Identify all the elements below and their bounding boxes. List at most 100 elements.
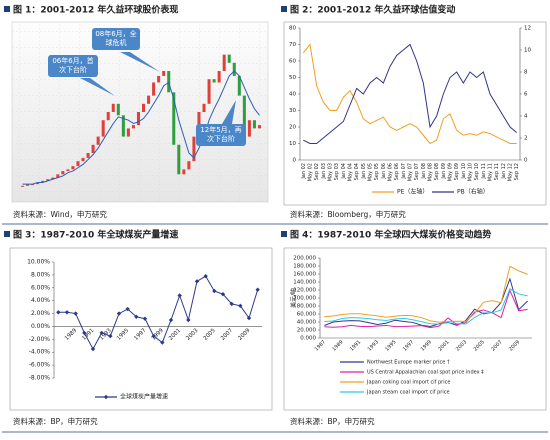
candle (21, 185, 25, 187)
annotation: 06年6月，首次下台阶 (48, 55, 98, 77)
series-line (324, 265, 528, 323)
x-tick-label: Sep 07 (414, 163, 420, 180)
x-tick-label: 1999 (420, 339, 433, 352)
tick-label: 60.000 (297, 312, 317, 318)
candle (121, 115, 125, 137)
x-tick-label: Jan 08 (421, 163, 427, 180)
candle (232, 62, 236, 76)
candle (56, 174, 60, 178)
source-note: 资料来源：Bloomberg，申万研究 (290, 209, 406, 219)
legend-marker (103, 394, 109, 400)
tick-label: 180.000 (293, 264, 316, 270)
x-tick-label: 1995 (384, 339, 397, 352)
x-tick-label: 2005 (203, 327, 217, 341)
tick-label: 40 (289, 92, 296, 98)
panel-title: 图 1：2001-2012 年久益环球股价表现 (13, 4, 178, 16)
candle (157, 75, 161, 83)
legend-label: US Central Appalachian coal spot price i… (367, 370, 484, 376)
x-tick-label: 1997 (402, 339, 415, 352)
tick-label: -4.00% (29, 349, 51, 356)
candle (61, 171, 65, 175)
x-tick-label: May 05 (368, 163, 374, 181)
x-tick-label: 2003 (455, 339, 468, 352)
x-tick-label: 2007 (490, 339, 503, 352)
x-tick-label: May 06 (388, 163, 394, 181)
tick-label: 4.00% (31, 297, 50, 304)
candle (101, 120, 105, 137)
x-tick-label: 2009 (508, 339, 521, 352)
candle (237, 75, 241, 96)
x-tick-label: 1997 (133, 327, 147, 341)
series-line (302, 43, 517, 145)
tick-label: 10 (289, 141, 296, 147)
candle (71, 166, 75, 170)
tick-label: 0.000 (300, 336, 316, 342)
x-tick-label: Jan 04 (341, 163, 347, 180)
tick-label: 20 (289, 125, 296, 131)
legend-label: PB（右轴） (457, 188, 489, 196)
candle (217, 71, 221, 83)
candle (242, 95, 246, 137)
tick-label: 80 (289, 26, 296, 32)
x-tick-label: Jan 05 (361, 163, 367, 180)
x-tick-label: May 12 (508, 163, 514, 181)
candle (136, 112, 140, 126)
x-tick-label: Jan 12 (501, 163, 507, 180)
x-tick-label: Sep 05 (374, 163, 380, 180)
candle (227, 54, 231, 63)
candle (207, 79, 211, 104)
candle (222, 54, 226, 71)
y-axis-label: 美元/吨 (290, 288, 298, 308)
panel-title: 图 4：1987-2010 年全球四大煤炭价格变动趋势 (290, 229, 491, 241)
tick-label: 10 (524, 48, 531, 54)
candle (162, 71, 166, 76)
series-line (58, 275, 259, 351)
tick-label: -8.00% (29, 375, 51, 382)
tick-label: 4 (524, 114, 528, 120)
candle (187, 161, 191, 170)
x-tick-label: May 07 (408, 163, 414, 181)
tick-label: 160.000 (293, 272, 316, 278)
x-tick-label: Sep 10 (474, 163, 480, 180)
x-tick-label: Sep 11 (494, 163, 500, 180)
x-tick-label: 1989 (64, 327, 78, 341)
tick-label: 8.00% (31, 271, 50, 278)
candle (257, 125, 261, 129)
candle (66, 169, 70, 172)
candle (147, 95, 151, 104)
tick-label: 50 (289, 75, 296, 81)
x-tick-label: 2003 (185, 327, 199, 341)
chart-frame (283, 21, 547, 206)
x-tick-label: 1995 (116, 327, 130, 341)
tick-label: 80.000 (297, 304, 317, 310)
panel-title: 图 3：1987-2010 年全球煤炭产量增速 (13, 229, 178, 241)
candle (177, 144, 181, 175)
candle (46, 179, 50, 181)
moving-average (22, 70, 260, 185)
x-tick-label: May 04 (348, 163, 354, 181)
x-tick-label: Sep 03 (334, 163, 340, 180)
x-tick-label: Jan 11 (481, 163, 487, 180)
chart-frame (9, 247, 273, 411)
tick-label: -6.00% (29, 362, 51, 369)
x-tick-label: Sep 12 (514, 163, 520, 180)
candle (182, 169, 186, 175)
x-tick-label: 2001 (437, 339, 450, 352)
tick-label: 6 (524, 92, 528, 98)
candle (26, 184, 30, 186)
tick-label: 0 (524, 158, 528, 164)
candle (41, 180, 45, 183)
candle (167, 71, 171, 93)
x-tick-label: Jan 09 (441, 163, 447, 180)
x-tick-label: Jan 07 (401, 163, 407, 180)
x-tick-label: May 10 (468, 163, 474, 181)
legend-label: Japan coking coal import cif price (366, 380, 450, 386)
tick-label: 2.00% (31, 310, 50, 317)
series-line (324, 288, 528, 325)
x-tick-label: Sep 09 (454, 163, 460, 180)
callout-pointer (120, 52, 160, 72)
candle (212, 79, 216, 83)
x-tick-label: Sep 02 (314, 163, 320, 180)
x-tick-label: Jan 10 (461, 163, 467, 180)
